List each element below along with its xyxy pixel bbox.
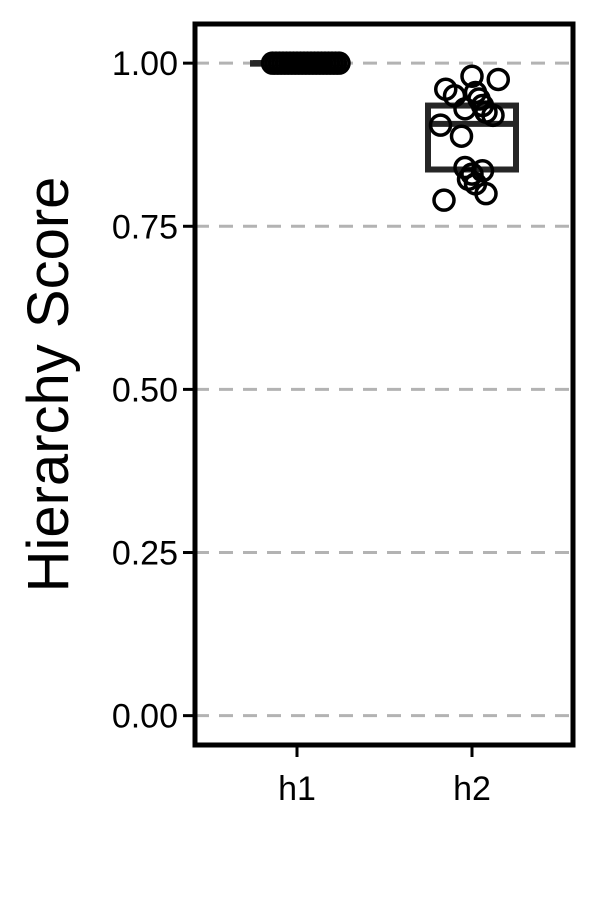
y-tick-label: 0.50 [112, 371, 178, 409]
data-point [432, 188, 456, 212]
data-point [428, 113, 453, 137]
x-tick-label: h1 [278, 770, 316, 808]
y-tick-label: 0.75 [112, 208, 178, 246]
data-point [486, 67, 510, 92]
y-tick-label: 1.00 [112, 45, 178, 83]
data-point [449, 124, 474, 148]
gridlines [195, 61, 573, 718]
y-axis-title: Hierarchy Score [16, 177, 81, 593]
data-point [474, 181, 498, 206]
data-point [460, 64, 484, 88]
axes: 0.00 0.25 0.50 0.75 1.00 h1 h2 [112, 45, 491, 808]
data-point [327, 51, 351, 75]
data-point [481, 103, 505, 128]
data-point [313, 51, 337, 75]
plot-frame [192, 21, 576, 748]
data-point [453, 155, 477, 180]
x-tick-label: h2 [453, 770, 491, 808]
y-tick-label: 0.00 [112, 698, 178, 736]
data-points [260, 51, 510, 212]
y-tick-label: 0.25 [112, 535, 178, 573]
